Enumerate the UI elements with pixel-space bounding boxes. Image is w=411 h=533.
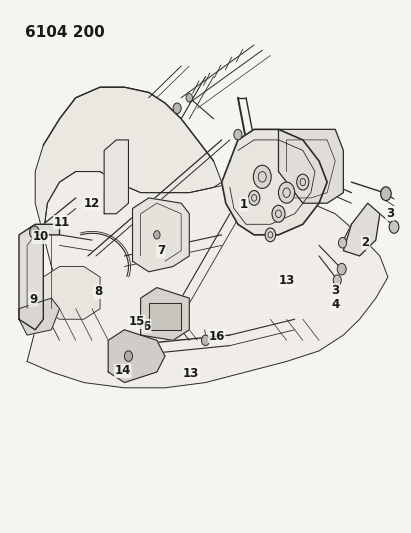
- Polygon shape: [108, 330, 165, 383]
- Circle shape: [125, 351, 132, 361]
- Circle shape: [339, 238, 346, 248]
- Text: 9: 9: [29, 293, 37, 306]
- Circle shape: [381, 187, 391, 200]
- Polygon shape: [141, 288, 189, 341]
- Circle shape: [249, 191, 260, 205]
- Polygon shape: [43, 266, 100, 319]
- Text: 6: 6: [143, 320, 151, 333]
- Circle shape: [253, 165, 271, 189]
- Circle shape: [337, 263, 346, 275]
- Text: 13: 13: [279, 274, 295, 287]
- Polygon shape: [343, 203, 380, 256]
- Text: 13: 13: [183, 367, 199, 379]
- Polygon shape: [222, 130, 327, 235]
- Circle shape: [186, 93, 192, 102]
- Text: 2: 2: [362, 236, 370, 249]
- Text: 6104 200: 6104 200: [25, 25, 105, 40]
- Text: 12: 12: [84, 197, 100, 209]
- Circle shape: [389, 221, 399, 233]
- Polygon shape: [35, 87, 222, 235]
- Text: 10: 10: [32, 230, 48, 244]
- Text: 4: 4: [331, 298, 339, 311]
- Text: 1: 1: [240, 198, 248, 211]
- Circle shape: [173, 103, 181, 114]
- Polygon shape: [132, 198, 189, 272]
- Circle shape: [154, 231, 160, 239]
- Circle shape: [297, 174, 309, 190]
- Circle shape: [201, 335, 210, 345]
- Circle shape: [265, 228, 276, 241]
- Polygon shape: [149, 303, 181, 330]
- Polygon shape: [279, 130, 343, 203]
- Text: 15: 15: [128, 316, 145, 328]
- Polygon shape: [104, 140, 129, 214]
- Text: 3: 3: [331, 284, 339, 297]
- Circle shape: [333, 275, 341, 286]
- Circle shape: [279, 182, 295, 203]
- Circle shape: [272, 205, 285, 222]
- Text: 11: 11: [53, 216, 70, 229]
- Polygon shape: [19, 224, 60, 330]
- Text: 7: 7: [157, 244, 165, 257]
- Text: 16: 16: [209, 329, 225, 343]
- Circle shape: [234, 130, 242, 140]
- Circle shape: [30, 226, 39, 239]
- Text: 14: 14: [115, 365, 131, 377]
- Polygon shape: [19, 298, 60, 335]
- Polygon shape: [27, 172, 388, 388]
- Text: 3: 3: [386, 207, 394, 220]
- Text: 8: 8: [94, 285, 102, 298]
